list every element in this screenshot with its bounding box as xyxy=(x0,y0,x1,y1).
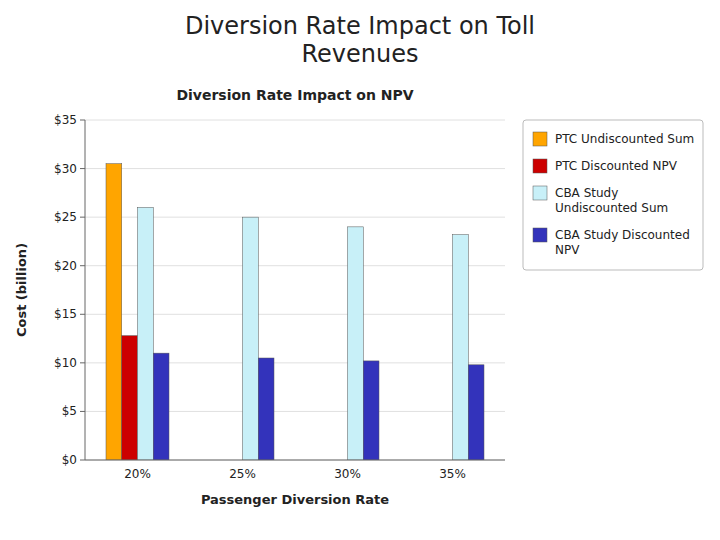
bars xyxy=(106,164,484,460)
subtitle: Diversion Rate Impact on NPV xyxy=(176,87,413,103)
y-tick-label: $30 xyxy=(54,162,77,176)
legend-swatch xyxy=(533,132,547,146)
y-tick xyxy=(80,314,85,315)
bar xyxy=(348,227,364,460)
y-tick-label: $0 xyxy=(62,453,77,467)
y-tick xyxy=(80,460,85,461)
y-tick-label: $5 xyxy=(62,404,77,418)
y-tick xyxy=(80,120,85,121)
bar xyxy=(153,353,169,460)
y-tick-label: $20 xyxy=(54,259,77,273)
bar xyxy=(363,361,379,460)
legend-swatch xyxy=(533,228,547,242)
bar xyxy=(243,217,259,460)
y-tick-label: $10 xyxy=(54,356,77,370)
grid-line xyxy=(85,120,505,121)
y-axis-label: Cost (billion) xyxy=(14,243,29,337)
legend-box xyxy=(523,120,703,270)
x-tick-label: 30% xyxy=(334,467,361,481)
y-tick xyxy=(80,265,85,266)
legend: PTC Undiscounted Sum PTC Discounted NPV CB… xyxy=(523,120,703,270)
y-tick xyxy=(80,168,85,169)
x-tick-label: 20% xyxy=(124,467,151,481)
y-tick xyxy=(80,217,85,218)
bar xyxy=(106,164,122,460)
bar xyxy=(138,207,154,460)
legend-label: PTC Discounted NPV xyxy=(555,159,678,173)
y-axis xyxy=(85,120,86,460)
bar xyxy=(453,235,469,460)
bar xyxy=(122,336,138,460)
y-tick xyxy=(80,411,85,412)
grid-line xyxy=(85,460,505,461)
bar xyxy=(468,365,484,460)
chart: Diversion Rate Impact on TollRevenues Div… xyxy=(0,0,720,540)
y-tick xyxy=(80,362,85,363)
title: Diversion Rate Impact on TollRevenues xyxy=(185,12,535,68)
x-axis xyxy=(85,460,505,461)
x-tick-label: 35% xyxy=(439,467,466,481)
bar xyxy=(258,358,274,460)
legend-swatch xyxy=(533,159,547,173)
legend-label: PTC Undiscounted Sum xyxy=(555,132,694,146)
grid-line xyxy=(85,168,505,169)
y-tick-label: $35 xyxy=(54,113,77,127)
legend-label: CBA StudyUndiscounted Sum xyxy=(555,186,668,215)
x-tick-label: 25% xyxy=(229,467,256,481)
legend-label: CBA Study DiscountedNPV xyxy=(555,228,690,257)
legend-swatch xyxy=(533,186,547,200)
y-tick-label: $25 xyxy=(54,210,77,224)
x-axis-label: Passenger Diversion Rate xyxy=(201,492,389,507)
y-tick-label: $15 xyxy=(54,307,77,321)
